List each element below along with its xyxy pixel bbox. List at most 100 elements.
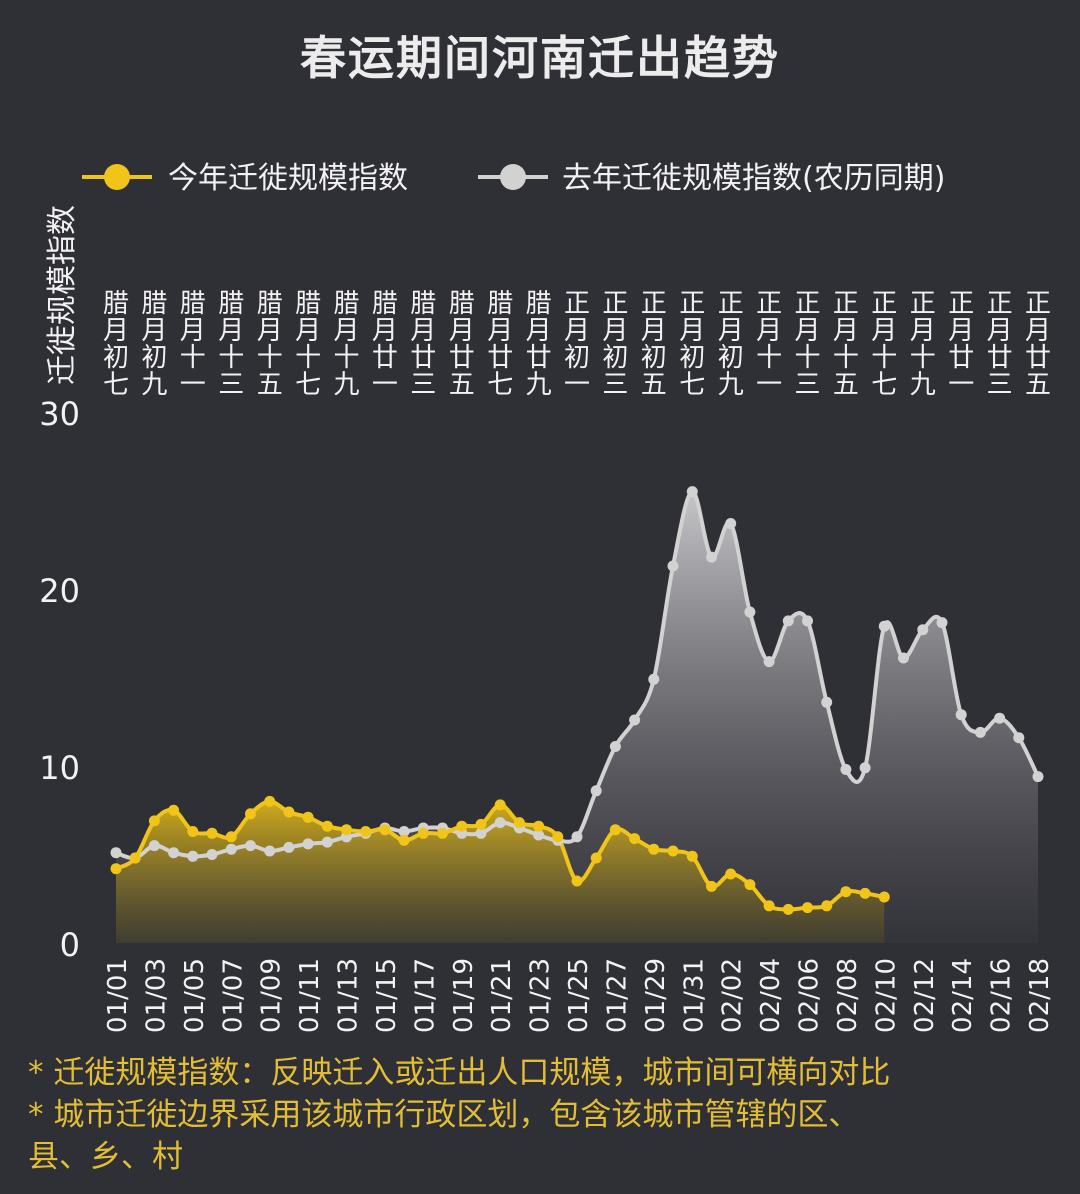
data-point-this-year [494,799,506,811]
data-point-last-year [936,617,948,629]
y-axis-label: 迁徙规模指数 [45,205,80,385]
data-point-last-year [283,841,295,853]
data-point-last-year [225,843,237,855]
lunar-tick-label: 正月十一 [756,289,782,400]
data-point-last-year [686,486,698,498]
x-tick-label: 01/23 [526,958,556,1033]
footnote-3: 县、乡、村 [28,1139,183,1175]
data-point-this-year [878,891,890,903]
data-point-last-year [494,817,506,829]
data-point-this-year [821,900,833,912]
lunar-tick-label: 腊月十五 [257,289,283,400]
lunar-tick-label: 正月十五 [833,289,859,400]
x-tick-label: 01/09 [257,958,287,1033]
legend-label-last-year: 去年迁徙规模指数(农历同期) [562,161,945,196]
x-tick-label: 02/16 [987,958,1017,1033]
data-point-this-year [321,820,333,832]
lunar-tick-label: 腊月廿九 [526,289,552,400]
x-tick-label: 02/04 [756,958,786,1033]
data-point-last-year [245,840,256,852]
data-point-this-year [225,831,237,843]
lunar-tick-label: 腊月初九 [141,289,167,400]
data-point-last-year [917,624,929,636]
data-point-last-year [821,696,833,708]
data-point-this-year [341,824,352,836]
data-point-last-year [609,741,621,752]
x-tick-label: 01/19 [449,958,479,1033]
x-tick-label: 01/17 [410,958,440,1033]
data-point-last-year [590,785,602,797]
x-tick-label: 02/06 [795,958,825,1033]
data-point-last-year [763,656,775,668]
x-tick-label: 01/27 [602,958,632,1033]
lunar-tick-label: 正月初五 [641,289,667,400]
data-point-last-year [321,836,333,848]
point-layer [110,486,1044,915]
data-point-this-year [629,833,641,845]
x-ticks: 01/01 01/03 01/05 01/07 01/09 01/11 01/13 01/15… [103,958,1055,1033]
y-tick-label: 10 [39,749,80,787]
lunar-tick-label: 正月廿一 [948,289,974,400]
data-point-last-year [571,831,583,843]
data-point-last-year [264,845,276,857]
data-point-this-year [590,852,602,864]
footnotes: * 迁徙规模指数：反映迁入或迁出人口规模，城市间可横向对比 * 城市迁徙边界采用… [28,1052,1068,1178]
data-point-this-year [763,900,775,912]
data-point-this-year [686,850,698,862]
data-point-last-year [955,709,967,721]
data-point-this-year [648,843,660,855]
data-point-last-year [725,518,737,529]
x-tick-label: 01/15 [372,958,402,1033]
legend-label-this-year: 今年迁徙规模指数 [168,161,408,196]
lunar-tick-label: 正月十三 [794,289,820,400]
x-tick-label: 02/10 [871,958,901,1033]
lunar-tick-label: 腊月初七 [103,289,129,400]
data-point-this-year [840,886,852,898]
data-point-this-year [379,824,391,836]
x-tick-label: 01/05 [180,958,210,1033]
x-tick-label: 01/01 [103,958,133,1033]
footnote-2: * 城市迁徙边界采用该城市行政区划，包含该城市管辖的区、 [28,1097,860,1133]
data-point-this-year [533,820,545,832]
data-point-last-year [667,560,679,572]
lunar-tick-label: 腊月十九 [333,289,359,400]
data-point-this-year [802,902,813,914]
data-point-this-year [264,795,276,807]
data-point-last-year [974,726,986,738]
data-point-this-year [129,852,141,864]
x-tick-label: 01/21 [487,958,517,1033]
data-point-last-year [706,551,717,563]
lunar-tick-label: 腊月十一 [180,289,206,400]
data-point-last-year [878,620,890,632]
x-tick-label: 01/07 [218,958,248,1033]
lunar-tick-label: 腊月十三 [218,289,244,400]
lunar-tick-label: 正月廿五 [1025,289,1051,400]
chart-title: 春运期间河南迁出趋势 [300,31,780,85]
x-tick-label: 01/29 [641,958,671,1033]
data-point-this-year [609,824,621,836]
data-point-this-year [744,879,756,891]
data-point-last-year [802,615,813,627]
data-point-last-year [744,606,756,618]
x-tick-label: 01/31 [679,958,709,1033]
lunar-tick-label: 正月十七 [871,289,897,400]
x-tick-label: 02/18 [1025,958,1055,1033]
data-point-last-year [1013,732,1025,744]
footnote-1: * 迁徙规模指数：反映迁入或迁出人口规模，城市间可横向对比 [28,1055,891,1091]
data-point-last-year [168,847,180,859]
data-point-this-year [667,845,679,857]
lunar-tick-label: 腊月廿七 [487,289,513,400]
data-point-last-year [898,652,909,664]
lunar-tick-label: 正月廿三 [987,289,1013,400]
x-tick-label: 01/13 [334,958,364,1033]
data-point-this-year [706,880,717,892]
x-tick-label: 02/12 [910,958,940,1033]
x-tick-label: 01/11 [295,958,325,1033]
data-point-last-year [859,762,871,774]
y-tick-label: 20 [39,572,80,610]
lunar-tick-label: 腊月十七 [295,289,321,400]
data-point-last-year [648,673,660,685]
data-point-this-year [571,875,583,887]
legend-marker-last-year [500,164,526,190]
data-point-this-year [782,903,794,915]
